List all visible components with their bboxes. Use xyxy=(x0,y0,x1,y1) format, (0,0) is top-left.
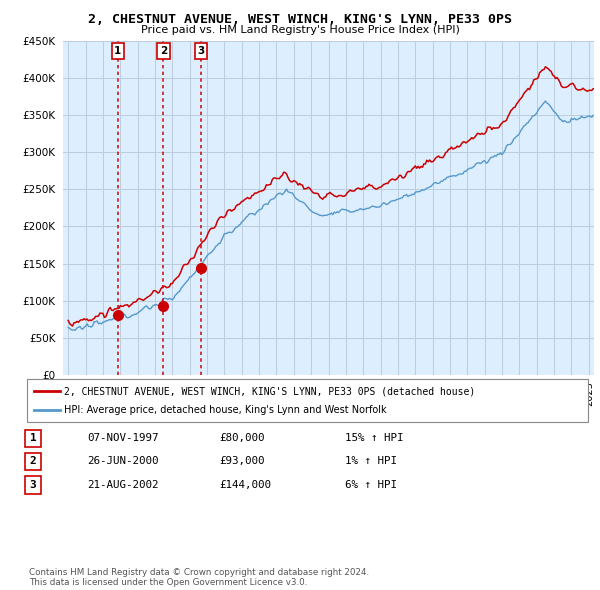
Text: 2, CHESTNUT AVENUE, WEST WINCH, KING'S LYNN, PE33 0PS: 2, CHESTNUT AVENUE, WEST WINCH, KING'S L… xyxy=(88,13,512,26)
Text: 07-NOV-1997: 07-NOV-1997 xyxy=(87,434,158,443)
Text: 2, CHESTNUT AVENUE, WEST WINCH, KING'S LYNN, PE33 0PS (detached house): 2, CHESTNUT AVENUE, WEST WINCH, KING'S L… xyxy=(64,386,475,396)
Text: 26-JUN-2000: 26-JUN-2000 xyxy=(87,457,158,466)
Text: £144,000: £144,000 xyxy=(219,480,271,490)
Text: 1: 1 xyxy=(29,434,37,443)
Text: HPI: Average price, detached house, King's Lynn and West Norfolk: HPI: Average price, detached house, King… xyxy=(64,405,387,415)
Text: 2: 2 xyxy=(160,46,167,56)
Text: 1% ↑ HPI: 1% ↑ HPI xyxy=(345,457,397,466)
Text: 6% ↑ HPI: 6% ↑ HPI xyxy=(345,480,397,490)
Text: Contains HM Land Registry data © Crown copyright and database right 2024.
This d: Contains HM Land Registry data © Crown c… xyxy=(29,568,369,587)
Text: 21-AUG-2002: 21-AUG-2002 xyxy=(87,480,158,490)
Text: 3: 3 xyxy=(29,480,37,490)
Text: Price paid vs. HM Land Registry's House Price Index (HPI): Price paid vs. HM Land Registry's House … xyxy=(140,25,460,35)
Text: 15% ↑ HPI: 15% ↑ HPI xyxy=(345,434,404,443)
Text: 2: 2 xyxy=(29,457,37,466)
Text: 3: 3 xyxy=(197,46,205,56)
Text: £93,000: £93,000 xyxy=(219,457,265,466)
Text: £80,000: £80,000 xyxy=(219,434,265,443)
Text: 1: 1 xyxy=(114,46,121,56)
